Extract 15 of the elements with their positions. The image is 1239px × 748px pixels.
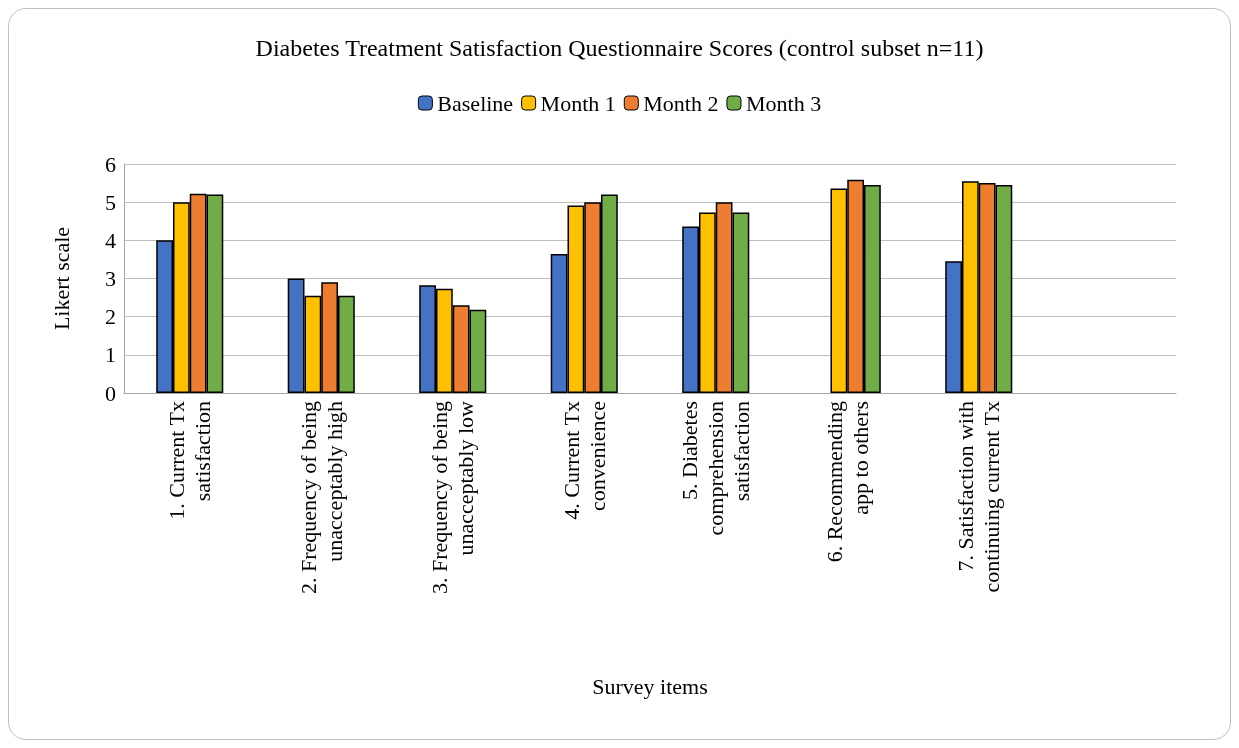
legend-label: Month 1	[540, 90, 616, 116]
y-tick-label: 3	[105, 266, 116, 291]
y-tick-label: 6	[105, 151, 116, 177]
legend-label: Month 3	[745, 90, 822, 116]
y-tick-label: 5	[105, 189, 116, 215]
legend-label: Month 2	[643, 90, 719, 116]
y-tick-label: 0	[105, 380, 116, 406]
y-tick-label: 1	[105, 342, 116, 368]
y-tick-label: 2	[105, 304, 116, 330]
y-tick-label: 4	[105, 227, 116, 253]
chart-title: Diabetes Treatment Satisfaction Questionnaire Scores (control subset n=11)	[255, 35, 984, 61]
y-axis-title: Likert scale	[48, 226, 74, 331]
legend-label: Baseline	[437, 90, 514, 116]
x-axis-title: Survey items	[592, 673, 708, 699]
x-tick-label: 1. Current Tx satisfaction	[164, 401, 216, 520]
